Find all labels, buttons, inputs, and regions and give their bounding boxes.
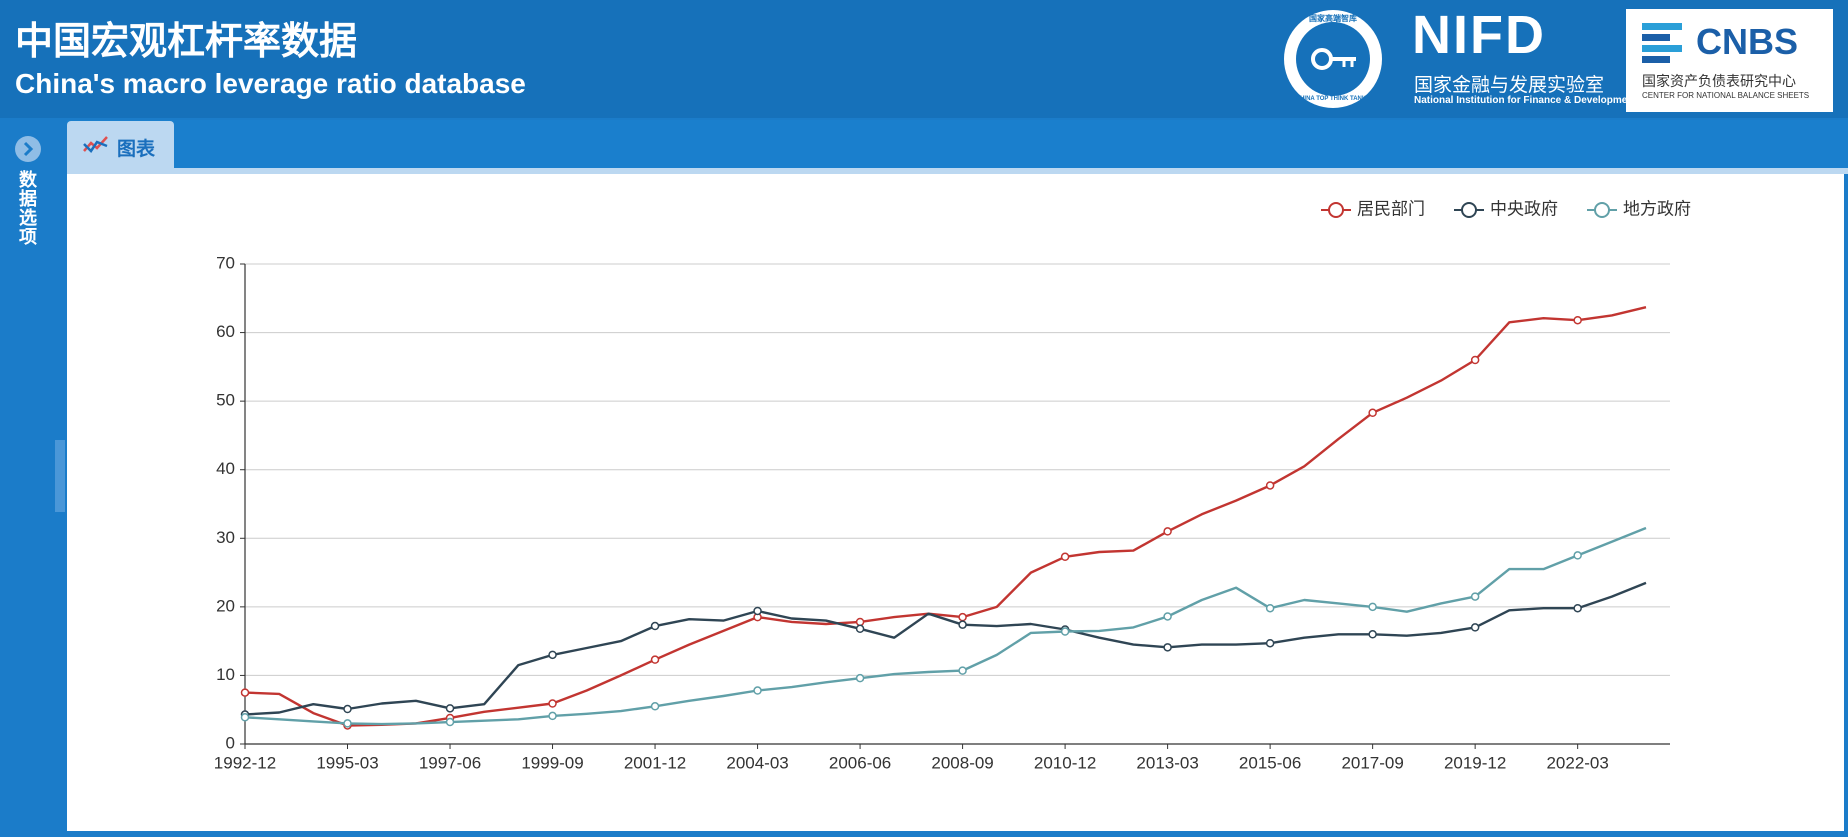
point-marker <box>958 666 967 675</box>
point-marker <box>1060 552 1070 562</box>
y-tick-label: 50 <box>216 391 235 410</box>
point-marker <box>855 617 865 627</box>
x-tick-label: 2004-03 <box>726 753 788 772</box>
sidebar: 数据选项 <box>0 118 55 837</box>
point-marker <box>650 621 660 631</box>
point-marker <box>445 717 455 727</box>
nifd-logo: NIFD <box>1412 5 1546 65</box>
legend-swatch[interactable] <box>1461 202 1477 218</box>
expand-button[interactable] <box>15 136 41 162</box>
point-marker <box>650 702 660 711</box>
x-tick-label: 2017-09 <box>1341 753 1403 772</box>
x-tick-label: 2008-09 <box>931 753 993 772</box>
point-marker <box>958 612 967 622</box>
point-marker <box>343 704 352 714</box>
y-tick-label: 0 <box>226 733 235 752</box>
y-tick-label: 30 <box>216 528 235 547</box>
tab-strip <box>67 168 1848 174</box>
chevron-icon <box>23 141 34 157</box>
point-marker <box>855 624 865 634</box>
series-line <box>244 306 1647 727</box>
point-marker <box>548 711 557 721</box>
point-marker <box>1163 527 1172 536</box>
title: 中国宏观杠杆率数据 <box>15 21 358 63</box>
point-marker <box>343 719 352 728</box>
point-marker <box>1265 603 1275 613</box>
point-marker <box>1470 355 1480 365</box>
point-marker <box>1573 551 1582 560</box>
nifd-name: 国家金融与发展实验室 <box>1414 75 1605 96</box>
x-tick-label: 1995-03 <box>316 753 378 772</box>
point-marker <box>1368 602 1377 612</box>
legend-label[interactable]: 中央政府 <box>1490 199 1558 218</box>
tab-label: 图表 <box>117 139 156 160</box>
y-tick-label: 40 <box>216 459 235 478</box>
point-marker <box>240 688 250 697</box>
point-marker <box>1265 481 1275 490</box>
x-tick-label: 1999-09 <box>521 753 583 772</box>
tab-icon <box>83 136 108 153</box>
point-marker <box>1265 638 1275 648</box>
point-marker <box>1573 603 1582 613</box>
x-tick-label: 1997-06 <box>419 753 481 772</box>
y-tick-label: 60 <box>216 322 235 341</box>
point-marker <box>753 686 762 695</box>
point-marker <box>1060 627 1070 636</box>
collapse-handle[interactable] <box>55 440 65 512</box>
point-marker <box>650 655 660 664</box>
nifd-name-en: National Institution for Finance & Devel… <box>1414 95 1637 106</box>
key-icon <box>1311 48 1356 70</box>
series-line <box>244 581 1647 716</box>
x-tick-label: 2010-12 <box>1034 753 1096 772</box>
point-marker <box>1368 630 1377 639</box>
header: 中国宏观杠杆率数据 China's macro leverage ratio d… <box>0 0 1848 118</box>
point-marker <box>1470 592 1480 601</box>
point-marker <box>548 699 557 708</box>
y-tick-label: 20 <box>216 596 235 615</box>
point-marker <box>1470 623 1480 632</box>
x-tick-label: 2019-12 <box>1444 753 1506 772</box>
cnbs-name-en: CENTER FOR NATIONAL BALANCE SHEETS <box>1642 91 1810 100</box>
point-marker <box>753 606 762 616</box>
point-marker <box>548 650 557 660</box>
legend-swatch[interactable] <box>1594 202 1610 218</box>
subtitle: China's macro leverage ratio database <box>15 68 526 99</box>
sidebar-label[interactable]: 数据选项 <box>17 170 37 246</box>
cnbs-icon <box>1642 23 1682 63</box>
x-tick-label: 2015-06 <box>1239 753 1301 772</box>
legend-label[interactable]: 居民部门 <box>1357 199 1425 218</box>
point-marker <box>855 673 865 683</box>
x-tick-label: 2006-06 <box>829 753 891 772</box>
point-marker <box>1163 612 1172 621</box>
tab[interactable]: 图表 <box>67 121 174 169</box>
y-tick-label: 10 <box>216 665 235 684</box>
tab-bar: 图表 <box>67 120 1848 172</box>
point-marker <box>1368 408 1377 418</box>
point-marker <box>1163 643 1172 652</box>
cnbs-text: CNBS <box>1696 21 1799 62</box>
y-tick-label: 70 <box>216 253 235 272</box>
x-tick-label: 2013-03 <box>1136 753 1198 772</box>
x-tick-label: 2001-12 <box>624 753 686 772</box>
point-marker <box>1573 315 1582 325</box>
point-marker <box>445 704 455 713</box>
think-tank-logo: 国家高端智库 CHINA TOP THINK TANKS <box>1284 10 1382 108</box>
logo-text: CHINA TOP THINK TANKS <box>1295 96 1371 102</box>
cnbs-logo: CNBS 国家资产负债表研究中心 CENTER FOR NATIONAL BAL… <box>1626 9 1833 112</box>
x-tick-label: 1992-12 <box>214 753 276 772</box>
logo-text: 国家高端智库 <box>1309 14 1357 23</box>
point-marker <box>240 713 250 722</box>
legend-swatch[interactable] <box>1328 202 1344 218</box>
cnbs-name: 国家资产负债表研究中心 <box>1642 73 1796 89</box>
legend-label[interactable]: 地方政府 <box>1623 199 1691 218</box>
series-line <box>244 526 1647 726</box>
chart-panel <box>67 174 1844 831</box>
point-marker <box>958 620 967 629</box>
x-tick-label: 2022-03 <box>1546 753 1608 772</box>
logo-emblem <box>1296 22 1370 96</box>
